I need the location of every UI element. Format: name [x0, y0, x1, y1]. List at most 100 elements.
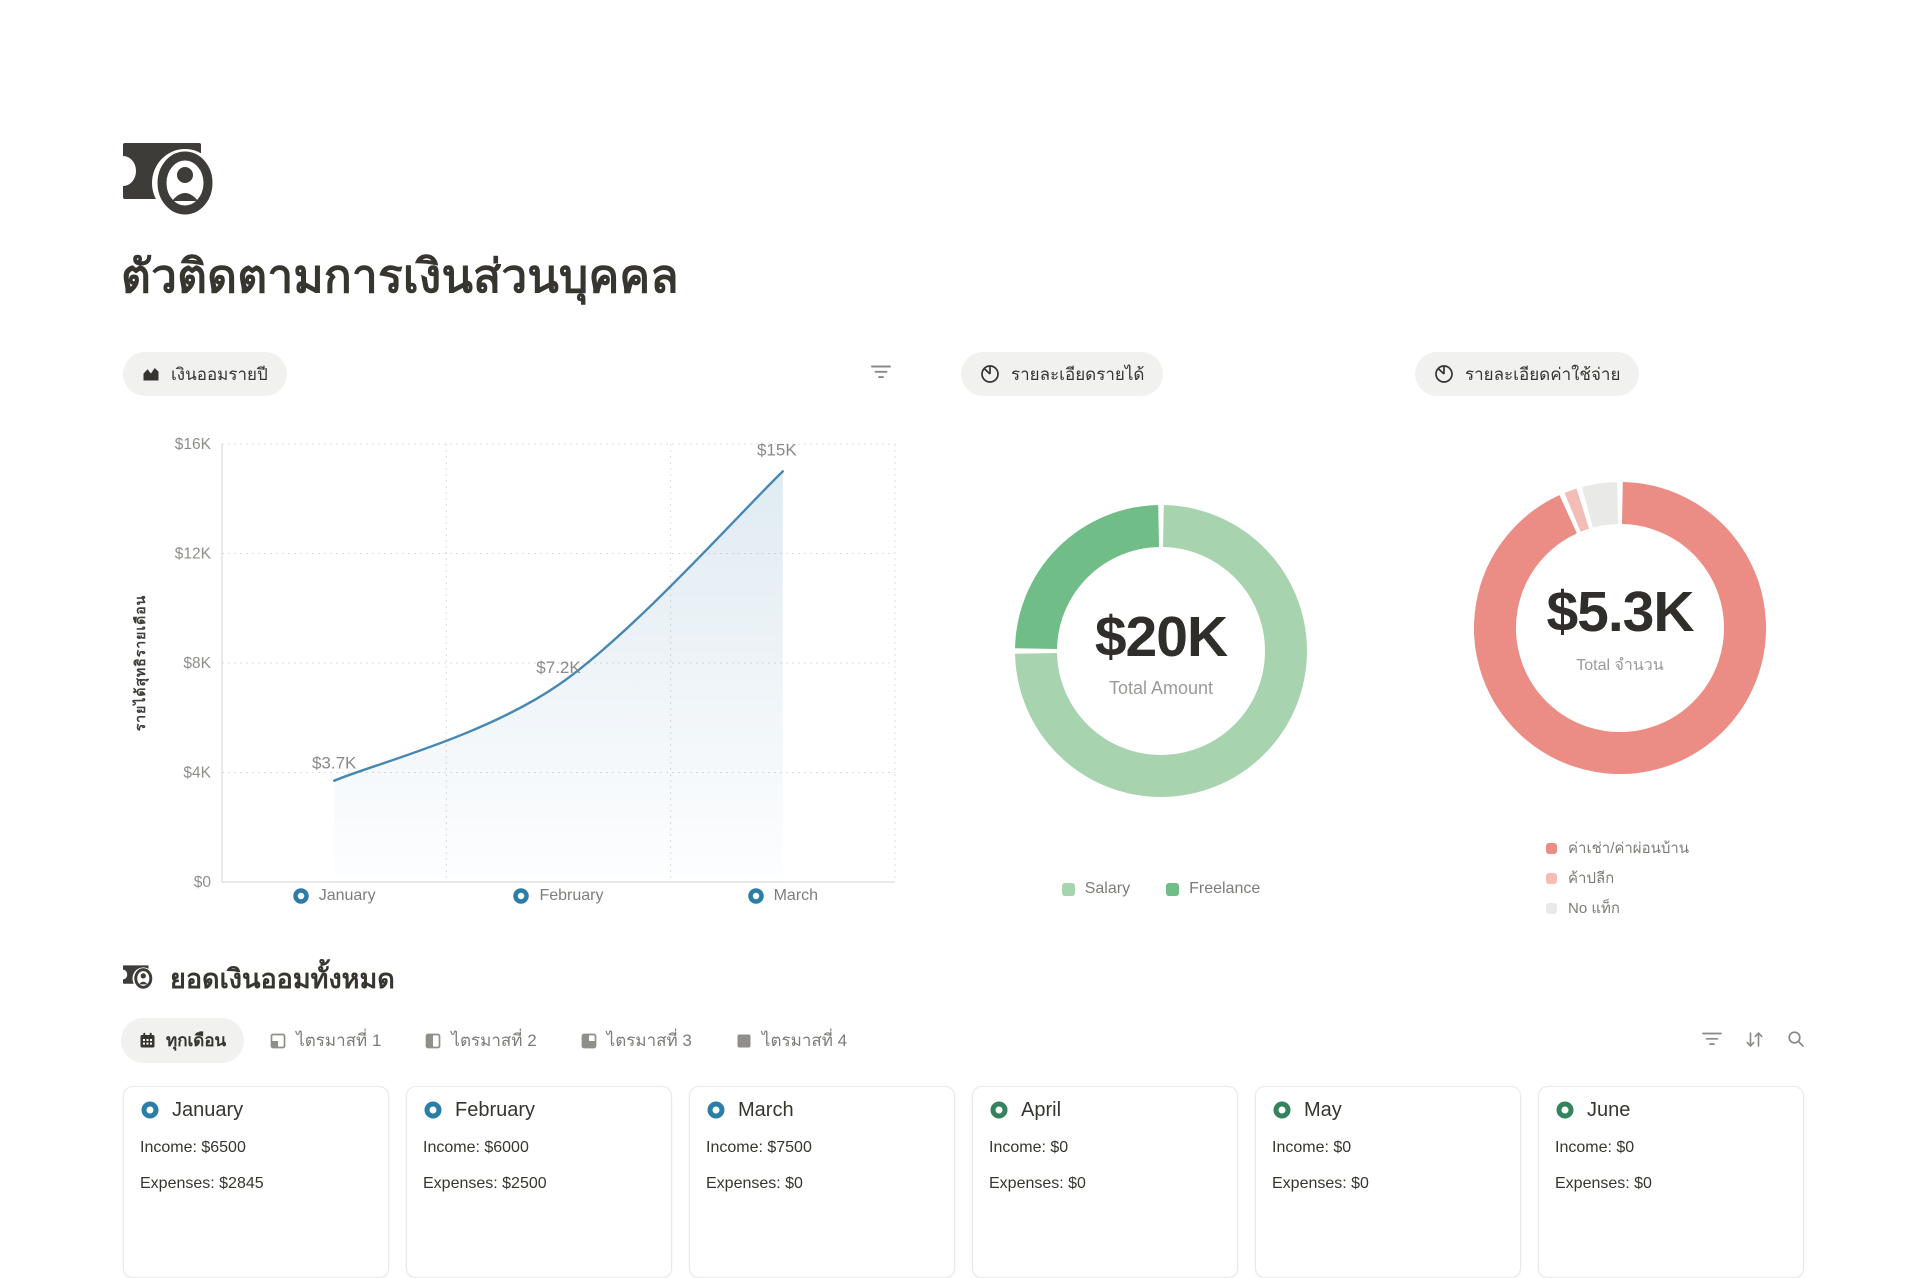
- tab-quarter-1[interactable]: ไตรมาสที่ 1: [252, 1018, 399, 1063]
- expense-total-label: Total จำนวน: [1576, 656, 1664, 674]
- money-portrait-icon: [118, 963, 157, 995]
- x-axis-label: March: [708, 887, 858, 905]
- expenses-line: Expenses: $0: [989, 1175, 1086, 1192]
- tab-quarter-3[interactable]: ไตรมาสที่ 3: [563, 1018, 710, 1063]
- expenses-line: Expenses: $2500: [423, 1175, 547, 1192]
- line-chart-x-axis: January February March: [123, 887, 903, 917]
- income-line: Income: $0: [989, 1139, 1069, 1156]
- pie-chart-icon: [1434, 364, 1454, 384]
- legend-item: No แท็ก: [1546, 896, 1689, 920]
- month-card[interactable]: February Income: $6000 Expenses: $2500: [406, 1086, 672, 1278]
- month-card[interactable]: April Income: $0 Expenses: $0: [972, 1086, 1238, 1278]
- expenses-line: Expenses: $0: [1272, 1175, 1369, 1192]
- legend-swatch: [1546, 872, 1557, 884]
- month-ring-icon: [140, 1100, 160, 1120]
- month-ring-icon: [1555, 1100, 1575, 1120]
- pie-chart-icon: [980, 364, 1000, 384]
- month-name: March: [738, 1098, 794, 1121]
- tab-quarter-4[interactable]: ไตรมาสที่ 4: [718, 1018, 865, 1063]
- svg-text:$7.2K: $7.2K: [536, 658, 581, 677]
- legend-swatch: [1166, 882, 1180, 896]
- x-axis-label: February: [484, 887, 634, 905]
- month-card[interactable]: May Income: $0 Expenses: $0: [1255, 1086, 1521, 1278]
- area-chart-icon: [142, 365, 160, 383]
- month-name: April: [1021, 1098, 1062, 1121]
- month-name: June: [1587, 1098, 1631, 1121]
- expense-donut-chart: $5.3K Total จำนวน: [1474, 482, 1766, 774]
- tab-active-all-months[interactable]: ทุกเดือน: [121, 1018, 245, 1063]
- tab-quarter-2[interactable]: ไตรมาสที่ 2: [407, 1018, 554, 1063]
- income-legend: Salary Freelance: [961, 880, 1361, 898]
- month-ring-icon: [423, 1100, 443, 1120]
- expenses-line: Expenses: $2845: [140, 1175, 264, 1192]
- money-portrait-logo-icon: [110, 137, 227, 222]
- donut-slice: [1564, 488, 1590, 532]
- filter-icon[interactable]: [1702, 1032, 1722, 1046]
- view-badge-label: รายละเอียดค่าใช้จ่าย: [1465, 364, 1621, 384]
- month-ring-icon: [706, 1100, 726, 1120]
- series-marker-icon: [747, 888, 764, 904]
- view-badge-savings[interactable]: เงินออมรายปี: [123, 352, 287, 396]
- quarter-2-icon: [425, 1033, 441, 1049]
- donut-slice: [1015, 505, 1307, 797]
- sort-icon[interactable]: [1745, 1031, 1764, 1048]
- expense-total-value: $5.3K: [1546, 579, 1694, 644]
- series-marker-icon: [292, 888, 309, 904]
- view-badge-label: เงินออมรายปี: [171, 364, 268, 384]
- month-card[interactable]: June Income: $0 Expenses: $0: [1538, 1086, 1804, 1278]
- view-badge-label: รายละเอียดรายได้: [1011, 364, 1145, 384]
- page-title: ตัวติดตามการเงินส่วนบุคคล: [121, 250, 679, 302]
- expense-legend: ค่าเช่า/ค่าผ่อนบ้าน ค้าปลีก No แท็ก: [1546, 836, 1689, 920]
- legend-swatch: [1546, 842, 1557, 854]
- expenses-line: Expenses: $0: [1555, 1175, 1652, 1192]
- month-name: May: [1304, 1098, 1342, 1121]
- quarter-1-icon: [270, 1033, 286, 1049]
- income-line: Income: $6000: [423, 1139, 529, 1156]
- donut-slice: [1581, 482, 1619, 528]
- x-axis-label: January: [259, 887, 409, 905]
- view-badge-expense[interactable]: รายละเอียดค่าใช้จ่าย: [1415, 352, 1640, 396]
- donut-slice: [1015, 505, 1160, 650]
- svg-text:$8K: $8K: [183, 655, 211, 672]
- filter-icon[interactable]: [870, 364, 892, 380]
- board-tools: [1702, 1030, 1805, 1048]
- income-donut-chart: $20K Total Amount: [1015, 505, 1307, 797]
- income-line: Income: $0: [1555, 1139, 1635, 1156]
- income-line: Income: $0: [1272, 1139, 1352, 1156]
- quarter-4-icon: [736, 1033, 752, 1049]
- legend-swatch: [1061, 882, 1075, 896]
- svg-text:$16K: $16K: [175, 436, 212, 453]
- svg-text:$0: $0: [194, 874, 212, 891]
- legend-swatch: [1546, 902, 1557, 914]
- quarter-3-icon: [581, 1033, 597, 1049]
- calendar-icon: [139, 1032, 156, 1049]
- search-icon[interactable]: [1787, 1030, 1805, 1048]
- series-marker-icon: [513, 888, 530, 904]
- month-ring-icon: [989, 1100, 1009, 1120]
- month-ring-icon: [1272, 1100, 1292, 1120]
- income-total-value: $20K: [1094, 604, 1228, 669]
- expenses-line: Expenses: $0: [706, 1175, 803, 1192]
- month-card[interactable]: March Income: $7500 Expenses: $0: [689, 1086, 955, 1278]
- month-card[interactable]: January Income: $6500 Expenses: $2845: [123, 1086, 389, 1278]
- month-name: February: [455, 1098, 536, 1121]
- donut-slice: [1474, 482, 1766, 774]
- section-title: ยอดเงินออมทั้งหมด: [170, 964, 395, 994]
- svg-text:$15K: $15K: [757, 440, 797, 459]
- month-cards-row: January Income: $6500 Expenses: $2845 Fe…: [123, 1086, 1804, 1278]
- income-line: Income: $7500: [706, 1139, 812, 1156]
- month-name: January: [172, 1098, 244, 1121]
- view-badge-income[interactable]: รายละเอียดรายได้: [961, 352, 1164, 396]
- svg-text:รายได้สุทธิรายเดือน: รายได้สุทธิรายเดือน: [131, 595, 149, 731]
- legend-item: ค่าเช่า/ค่าผ่อนบ้าน: [1546, 836, 1689, 860]
- income-total-label: Total Amount: [1108, 677, 1214, 698]
- income-line: Income: $6500: [140, 1139, 246, 1156]
- svg-text:$4K: $4K: [183, 765, 211, 782]
- svg-text:$12K: $12K: [175, 546, 212, 563]
- legend-item: Freelance: [1166, 880, 1260, 898]
- board-tabs: ทุกเดือน ไตรมาสที่ 1 ไตรมาสที่ 2 ไตรมาสท…: [121, 1018, 865, 1063]
- savings-line-chart: $16K $12K $8K $4K $0 รายได้สุทธิรายเดือน $3.7K…: [131, 436, 896, 891]
- legend-item: Salary: [1061, 880, 1130, 898]
- section-header: ยอดเงินออมทั้งหมด: [118, 957, 395, 1000]
- svg-text:$3.7K: $3.7K: [312, 754, 357, 773]
